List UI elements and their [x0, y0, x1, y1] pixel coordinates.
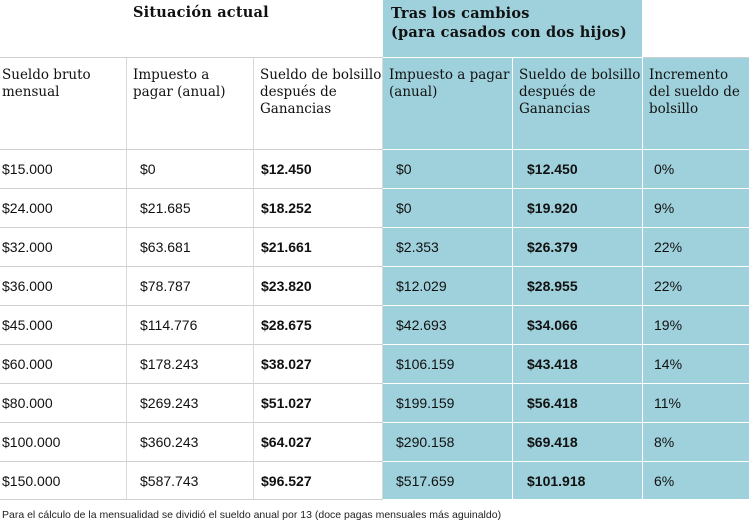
cell-new-net: $26.379 — [513, 228, 643, 267]
cell-gross: $32.000 — [0, 228, 127, 267]
cell-current-net: $64.027 — [254, 423, 383, 462]
cell-increase: 22% — [643, 228, 749, 267]
cell-new-tax: $2.353 — [383, 228, 513, 267]
cell-increase: 8% — [643, 423, 749, 462]
cell-new-net: $34.066 — [513, 306, 643, 345]
cell-new-net: $43.418 — [513, 345, 643, 384]
cell-gross: $24.000 — [0, 189, 127, 228]
cell-new-tax: $12.029 — [383, 267, 513, 306]
cell-gross: $45.000 — [0, 306, 127, 345]
cell-increase: 0% — [643, 150, 749, 189]
cell-new-tax: $42.693 — [383, 306, 513, 345]
cell-new-tax: $0 — [383, 150, 513, 189]
cell-increase: 6% — [643, 462, 749, 500]
cell-new-tax: $517.659 — [383, 462, 513, 500]
cell-current-tax: $63.681 — [127, 228, 254, 267]
cell-gross: $100.000 — [0, 423, 127, 462]
cell-current-tax: $21.685 — [127, 189, 254, 228]
cell-current-tax: $269.243 — [127, 384, 254, 423]
cell-current-tax: $78.787 — [127, 267, 254, 306]
cell-current-net: $18.252 — [254, 189, 383, 228]
cell-current-net: $21.661 — [254, 228, 383, 267]
cell-current-net: $23.820 — [254, 267, 383, 306]
cell-current-net: $28.675 — [254, 306, 383, 345]
column-header-new-tax: Impuesto a pagar (anual) — [383, 58, 513, 150]
cell-gross: $36.000 — [0, 267, 127, 306]
cell-new-tax: $290.158 — [383, 423, 513, 462]
cell-current-tax: $0 — [127, 150, 254, 189]
cell-new-net: $12.450 — [513, 150, 643, 189]
group-header-current: Situación actual — [0, 0, 383, 58]
footnote: Para el cálculo de la mensualidad se div… — [2, 509, 502, 521]
cell-gross: $60.000 — [0, 345, 127, 384]
cell-new-tax: $106.159 — [383, 345, 513, 384]
cell-new-net: $101.918 — [513, 462, 643, 500]
cell-current-net: $12.450 — [254, 150, 383, 189]
cell-current-tax: $178.243 — [127, 345, 254, 384]
cell-current-net: $96.527 — [254, 462, 383, 500]
cell-current-net: $38.027 — [254, 345, 383, 384]
column-header-current-tax: Impuesto a pagar (anual) — [127, 58, 254, 150]
cell-new-net: $28.955 — [513, 267, 643, 306]
cell-current-tax: $114.776 — [127, 306, 254, 345]
cell-gross: $150.000 — [0, 462, 127, 500]
column-header-increase: Incremento del sueldo de bolsillo — [643, 58, 749, 150]
cell-gross: $80.000 — [0, 384, 127, 423]
cell-new-net: $69.418 — [513, 423, 643, 462]
cell-gross: $15.000 — [0, 150, 127, 189]
cell-increase: 19% — [643, 306, 749, 345]
cell-increase: 14% — [643, 345, 749, 384]
cell-current-tax: $360.243 — [127, 423, 254, 462]
cell-new-tax: $199.159 — [383, 384, 513, 423]
cell-new-net: $56.418 — [513, 384, 643, 423]
cell-new-net: $19.920 — [513, 189, 643, 228]
group-header-after-changes: Tras los cambios (para casados con dos h… — [383, 0, 643, 58]
cell-current-net: $51.027 — [254, 384, 383, 423]
cell-new-tax: $0 — [383, 189, 513, 228]
cell-increase: 9% — [643, 189, 749, 228]
salary-tax-table: Situación actual Tras los cambios (para … — [0, 0, 749, 500]
cell-increase: 11% — [643, 384, 749, 423]
column-header-gross-salary: Sueldo bruto mensual — [0, 58, 127, 150]
cell-increase: 22% — [643, 267, 749, 306]
cell-current-tax: $587.743 — [127, 462, 254, 500]
column-header-new-net: Sueldo de bolsillo después de Ganancias — [513, 58, 643, 150]
empty-header-cell — [643, 0, 749, 58]
column-header-current-net: Sueldo de bolsillo después de Ganancias — [254, 58, 383, 150]
